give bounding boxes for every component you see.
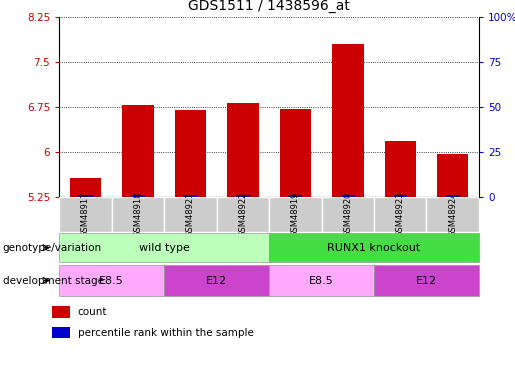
Bar [78,195,93,197]
Text: GSM48919: GSM48919 [291,192,300,237]
Bar [183,195,197,197]
Text: GSM48921: GSM48921 [186,192,195,237]
Text: RUNX1 knockout: RUNX1 knockout [328,243,421,253]
Text: genotype/variation: genotype/variation [3,243,101,253]
Text: percentile rank within the sample: percentile rank within the sample [78,328,254,338]
Bar [374,197,426,232]
FancyBboxPatch shape [59,266,164,296]
Bar [59,197,112,232]
Text: E8.5: E8.5 [99,276,124,285]
Text: GSM48917: GSM48917 [81,192,90,237]
Bar [280,109,311,197]
Bar [236,195,250,197]
Bar [393,195,407,197]
Bar [332,44,364,197]
Title: GDS1511 / 1438596_at: GDS1511 / 1438596_at [188,0,350,13]
Bar [227,103,259,197]
Text: GSM48923: GSM48923 [396,192,405,237]
Bar [164,197,217,232]
Bar [445,195,460,197]
Bar [52,327,70,338]
Bar [385,141,416,197]
FancyBboxPatch shape [269,233,479,262]
Text: E8.5: E8.5 [309,276,334,285]
Text: development stage: development stage [3,276,104,285]
Text: count: count [78,307,107,317]
FancyBboxPatch shape [164,266,269,296]
Bar [437,154,469,197]
Bar [426,197,479,232]
Bar [175,110,206,197]
FancyBboxPatch shape [59,233,269,262]
Text: GSM48920: GSM48920 [344,192,352,237]
FancyBboxPatch shape [269,266,374,296]
Bar [131,195,145,197]
Bar [217,197,269,232]
Bar [70,178,101,197]
FancyBboxPatch shape [374,266,479,296]
Bar [269,197,321,232]
Text: GSM48924: GSM48924 [448,192,457,237]
Text: GSM48922: GSM48922 [238,192,247,237]
Text: E12: E12 [206,276,227,285]
Bar [52,306,70,318]
Bar [112,197,164,232]
Bar [321,197,374,232]
Bar [341,195,355,197]
Text: E12: E12 [416,276,437,285]
Text: wild type: wild type [139,243,190,253]
Bar [122,105,153,197]
Bar [288,195,302,197]
Text: GSM48918: GSM48918 [133,192,143,237]
